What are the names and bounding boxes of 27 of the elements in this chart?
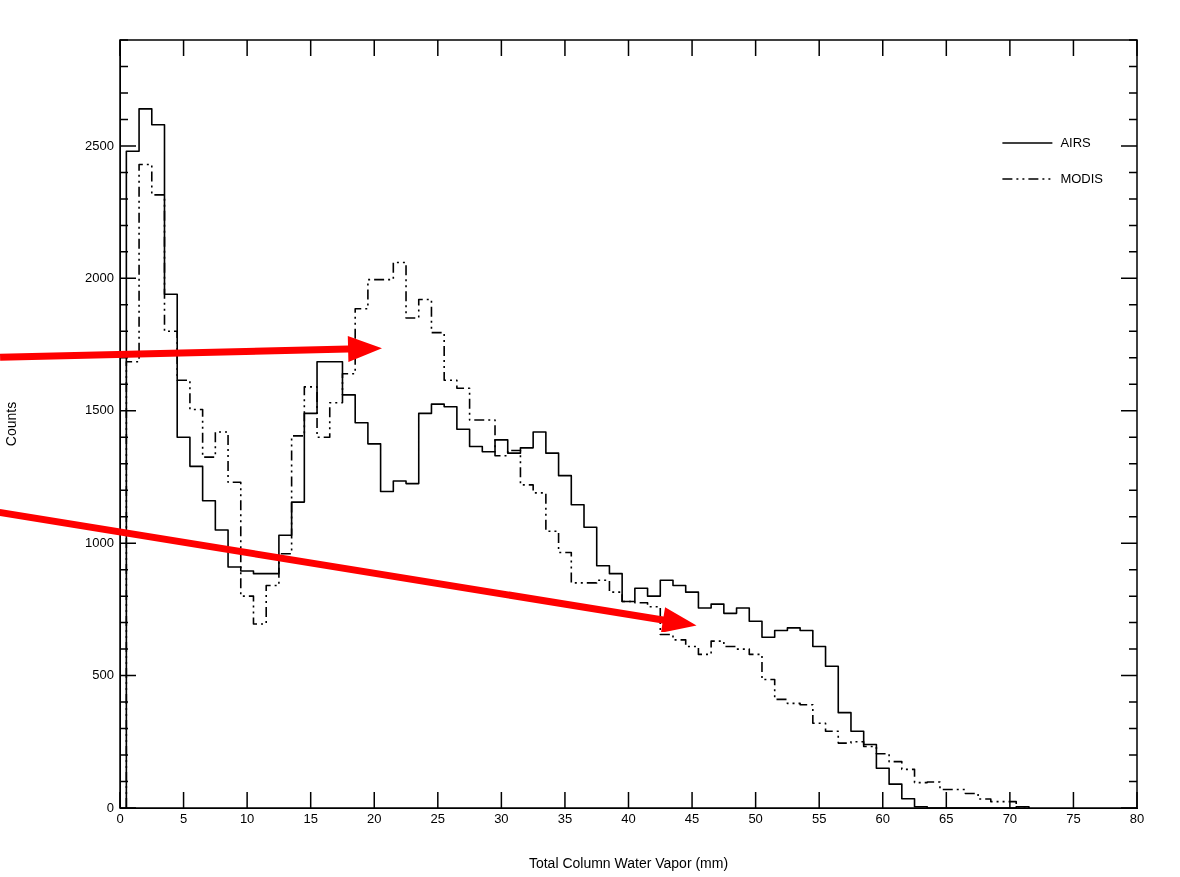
y-axis-title: Counts [3,401,20,447]
y-tick-label: 1500 [85,402,114,418]
y-tick-label: 500 [92,667,114,683]
x-tick-label: 35 [557,811,573,827]
x-tick-label: 60 [875,811,890,827]
x-tick-label: 40 [621,811,636,827]
y-tick-label: 2000 [85,269,114,285]
x-tick-label: 75 [1066,811,1081,827]
legend-label: MODIS [1060,170,1104,186]
x-tick-label: 15 [303,811,318,827]
x-tick-label: 65 [939,811,954,827]
legend-label: AIRS [1060,134,1092,150]
x-tick-label: 10 [239,811,255,827]
x-tick-label: 55 [811,811,827,827]
x-tick-label: 25 [430,811,446,827]
x-tick-label: 50 [748,811,763,827]
x-tick-label: 20 [367,811,382,827]
x-tick-label: 45 [684,811,700,827]
x-tick-label: 0 [116,811,124,827]
x-tick-label: 70 [1002,811,1018,827]
x-tick-label: 5 [179,811,188,827]
x-axis-title: Total Column Water Vapor (mm) [528,855,729,872]
x-tick-label: 80 [1129,811,1145,827]
y-tick-label: 0 [106,799,114,815]
x-tick-label: 30 [494,811,509,827]
y-tick-label: 2500 [85,137,114,153]
y-tick-label: 1000 [85,534,114,550]
